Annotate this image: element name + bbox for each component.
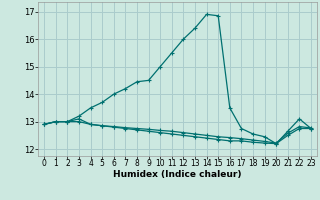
X-axis label: Humidex (Indice chaleur): Humidex (Indice chaleur) <box>113 170 242 179</box>
